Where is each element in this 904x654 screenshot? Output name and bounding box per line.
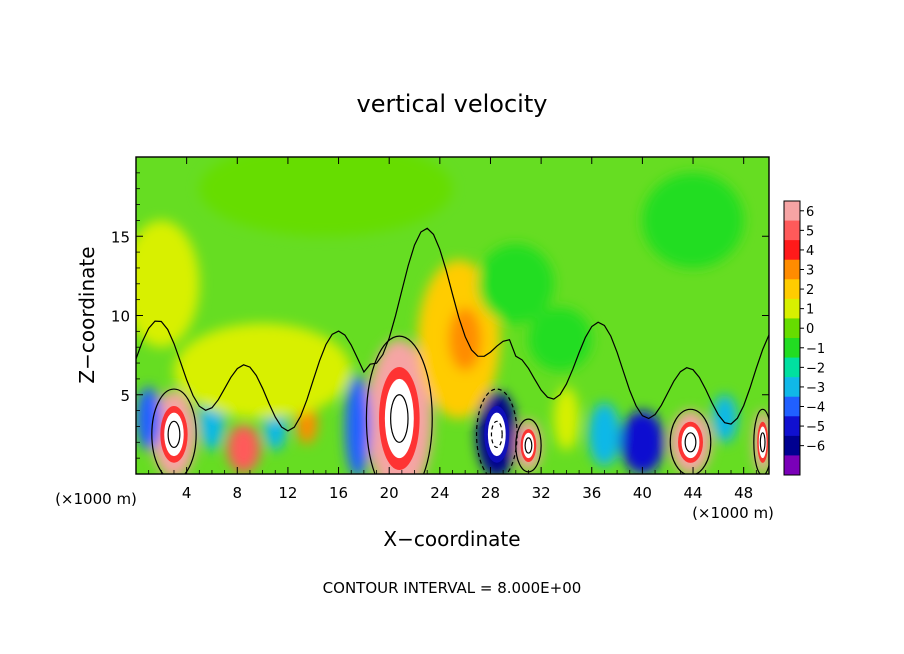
heatmap-cores: [160, 367, 769, 471]
colorbar-label-0: 6: [806, 205, 814, 220]
x-tick-label-10: 44: [683, 484, 702, 502]
colorbar-swatch-3: [784, 259, 800, 280]
contour-core-4: [684, 432, 697, 453]
x-tick-label-1: 8: [233, 484, 243, 502]
heatmap-cell-18: [528, 307, 592, 371]
colorbar-swatch-0: [784, 201, 800, 222]
heatmap-cell-21: [642, 172, 744, 268]
heatmap-cell-16: [553, 386, 580, 451]
core-0: [164, 412, 184, 457]
heatmap-cell-9: [136, 386, 162, 451]
colorbar-swatch-9: [784, 377, 800, 398]
core-4: [681, 426, 700, 459]
colorbar-label-1: 5: [806, 224, 814, 239]
heatmap-cell-22: [136, 220, 200, 348]
colorbar-swatch-5: [784, 298, 800, 319]
colorbar-swatch-10: [784, 396, 800, 417]
zero-contour: [136, 227, 769, 432]
heatmap-cell-5: [448, 307, 482, 371]
colorbar-label-6: 0: [806, 322, 814, 337]
contour-interval-note: CONTOUR INTERVAL = 8.000E+00: [323, 579, 582, 597]
y-tick-label-2: 15: [111, 228, 130, 246]
contour-ring-0: [151, 388, 197, 474]
x-tick-label-6: 28: [481, 484, 500, 502]
x-tick-label-2: 12: [278, 484, 297, 502]
x-tick-label-0: 4: [182, 484, 192, 502]
x-unit-right: (×1000 m): [692, 504, 774, 522]
x-tick-label-5: 24: [430, 484, 449, 502]
contour-ring-1: [365, 335, 433, 474]
contour-core-2: [490, 420, 503, 449]
x-tick-label-8: 36: [582, 484, 601, 502]
colorbar-label-2: 4: [806, 244, 814, 259]
colorbar: 6 5 4 3 2 1 0 −1 −2 −3 −4 −5 −6: [783, 200, 825, 476]
heatmap-cell-12: [620, 410, 665, 474]
heatmap-cell-1: [227, 424, 261, 473]
contour-lines: [136, 227, 769, 474]
core-3: [522, 432, 535, 459]
x-unit-left: (×1000 m): [55, 490, 137, 508]
x-tick-label-11: 48: [734, 484, 753, 502]
colorbar-swatch-7: [784, 338, 800, 359]
x-axis-ticks: 4 8 12 16 20 24 28 32 36 40 44 48: [148, 157, 757, 502]
heatmap-cell-17: [712, 394, 738, 443]
colorbar-swatch-8: [784, 357, 800, 378]
colorbar-label-7: −1: [806, 342, 825, 357]
contour-core-3: [524, 437, 533, 454]
colorbar-label-11: −5: [806, 420, 825, 435]
colorbar-label-12: −6: [806, 440, 825, 455]
heatmap-cell-23: [199, 157, 453, 237]
colorbar-swatch-13: [784, 455, 800, 476]
colorbar-swatch-12: [784, 435, 800, 456]
x-tick-label-9: 40: [633, 484, 652, 502]
x-tick-label-7: 32: [532, 484, 551, 502]
core-1: [384, 378, 414, 459]
colorbar-swatch-4: [784, 279, 800, 300]
heatmap-cell-8: [344, 374, 371, 474]
x-axis-label: X−coordinate: [383, 527, 520, 551]
colorbar-label-5: 1: [806, 303, 814, 318]
contour-ring-5: [753, 408, 769, 474]
heatmap-cell-20: [173, 323, 352, 419]
colorbar-label-8: −2: [806, 361, 825, 376]
core-2: [487, 412, 506, 457]
colorbar-swatch-1: [784, 220, 800, 241]
y-axis-label: Z−coordinate: [75, 246, 99, 383]
colorbar-swatch-2: [784, 240, 800, 261]
colorbar-label-9: −3: [806, 381, 825, 396]
colorbar-swatch-6: [784, 318, 800, 339]
contour-ring-4: [669, 408, 712, 474]
heatmap-cell-19: [477, 244, 554, 324]
x-tick-label-4: 20: [380, 484, 399, 502]
heatmap-cell-15: [588, 402, 621, 467]
y-axis-ticks: 5 10 15: [111, 172, 769, 459]
colorbar-label-3: 3: [806, 264, 814, 279]
contour-core-0: [167, 420, 181, 449]
contour-core-5: [759, 432, 766, 453]
chart-title: vertical velocity: [357, 90, 548, 118]
y-tick-label-0: 5: [120, 387, 130, 405]
colorbar-swatch-11: [784, 416, 800, 437]
heatmap-field: [136, 157, 769, 474]
colorbar-frame: [783, 200, 801, 476]
colorbar-label-10: −4: [806, 401, 825, 416]
contour-core-1: [390, 394, 409, 443]
y-tick-label-1: 10: [111, 308, 130, 326]
x-tick-label-3: 16: [329, 484, 348, 502]
colorbar-label-4: 2: [806, 283, 814, 298]
